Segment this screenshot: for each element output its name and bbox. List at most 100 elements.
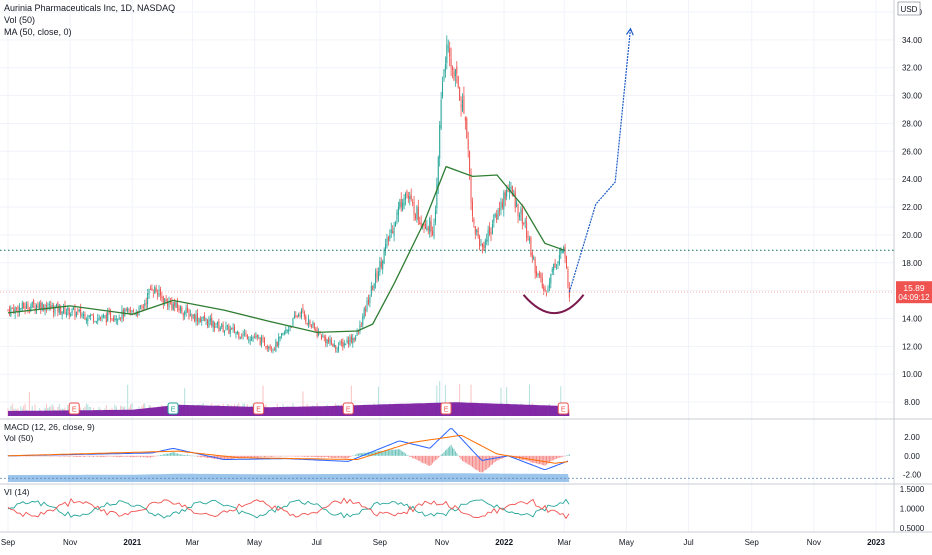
candle-body — [544, 288, 546, 292]
candle-body — [420, 222, 422, 227]
candle-body — [246, 334, 248, 340]
candle-body — [26, 304, 28, 309]
candle-body — [494, 214, 496, 216]
moving-average-line[interactable] — [7, 165, 565, 334]
macd-histogram-bar — [367, 452, 369, 456]
candle-body — [293, 315, 295, 319]
vi-minus-line[interactable] — [7, 497, 570, 520]
macd-volume-label[interactable]: Vol (50) — [4, 433, 33, 443]
time-tick-label: May — [619, 538, 634, 547]
candle-body — [517, 204, 519, 216]
earnings-marker-label: E — [561, 407, 566, 414]
volume-bar — [500, 387, 502, 416]
vi-label[interactable]: VI (14) — [4, 487, 30, 497]
macd-histogram-bar — [380, 450, 382, 456]
cup-arc-drawing[interactable] — [522, 294, 585, 315]
macd-histogram-bar — [362, 453, 364, 456]
macd-histogram-bar — [454, 451, 456, 456]
candle-body — [226, 324, 228, 327]
macd-histogram-bar — [30, 455, 32, 457]
candle-body — [427, 228, 429, 230]
candle-body — [194, 314, 196, 322]
candle-body — [447, 46, 449, 48]
macd-histogram-bar — [261, 455, 263, 457]
candle-body — [149, 289, 151, 290]
earnings-marker[interactable]: E — [342, 402, 354, 415]
macd-histogram-bar — [138, 455, 140, 457]
vi-plus-line[interactable] — [7, 498, 570, 519]
price-axis[interactable]: 8.0010.0012.0014.0016.0018.0020.0022.002… — [902, 8, 923, 407]
earnings-marker[interactable]: E — [167, 402, 179, 415]
earnings-marker[interactable]: E — [440, 402, 452, 415]
macd-histogram-bar — [557, 455, 559, 459]
candle-body — [366, 300, 368, 310]
macd-histogram-bar — [262, 455, 264, 457]
candle-body — [345, 344, 347, 345]
macd-histogram-bar — [252, 455, 254, 457]
macd-histogram-bar — [181, 454, 183, 456]
earnings-marker[interactable]: E — [68, 402, 80, 415]
macd-histogram-bar — [141, 455, 143, 457]
projection-path[interactable] — [568, 28, 632, 293]
candle-body — [491, 224, 493, 235]
candle-body — [114, 318, 116, 320]
time-axis[interactable]: Sep Nov 2021 Mar May Jul Sep Nov 2022 Mar May Jul Se… — [1, 538, 886, 547]
candle-body — [523, 223, 525, 224]
chart-title[interactable]: Aurinia Pharmaceuticals Inc, 1D, NASDAQ — [4, 3, 176, 13]
earnings-marker[interactable]: E — [557, 402, 569, 415]
macd-histogram-bar — [450, 444, 452, 456]
macd-histogram-bar — [389, 449, 391, 456]
earnings-marker[interactable]: E — [253, 402, 265, 415]
macd-histogram-bar — [553, 455, 555, 461]
macd-label[interactable]: MACD (12, 26, close, 9) — [4, 422, 95, 432]
macd-histogram-bar — [412, 455, 414, 459]
candle-body — [466, 118, 468, 138]
macd-histogram-bar — [402, 451, 404, 456]
candle-body — [179, 306, 181, 311]
macd-histogram-bar — [241, 455, 243, 458]
macd-histogram-bar — [195, 455, 197, 457]
candle-body — [385, 244, 387, 250]
candle-body — [328, 338, 330, 342]
candle-body — [474, 226, 476, 234]
candle-body — [97, 318, 99, 322]
macd-histogram-bar — [184, 454, 186, 456]
macd-histogram-bar — [356, 453, 358, 456]
macd-histogram-bar — [295, 455, 297, 457]
macd-histogram-bar — [444, 450, 446, 456]
volume-indicator-label[interactable]: Vol (50) — [4, 15, 36, 25]
time-tick-label: Jul — [683, 538, 693, 547]
volume-bar — [58, 404, 60, 416]
candle-body — [348, 339, 350, 345]
candle-body — [192, 314, 194, 317]
macd-histogram-bar — [403, 452, 405, 456]
macd-histogram-bar — [251, 455, 253, 458]
vi-tick-label: 0.5000 — [900, 524, 925, 533]
candle-body — [283, 332, 285, 335]
macd-histogram-bar — [544, 455, 546, 466]
macd-histogram-bar — [353, 455, 355, 457]
macd-histogram-bar — [396, 449, 398, 456]
candle-body — [504, 191, 506, 200]
vi-tick-label: 1.0000 — [900, 505, 925, 514]
candle-body — [228, 325, 230, 334]
candle-body — [452, 66, 454, 71]
macd-histogram-bar — [379, 450, 381, 456]
currency-badge[interactable] — [897, 1, 921, 16]
ma-indicator-label[interactable]: MA (50, close, 0) — [4, 27, 72, 37]
signal-line[interactable] — [8, 434, 569, 464]
candle-body — [81, 314, 83, 317]
candle-body — [172, 304, 174, 310]
candle-body — [534, 259, 536, 274]
candle-body — [110, 311, 112, 320]
candle-body — [296, 316, 298, 318]
candle-body — [395, 222, 397, 227]
price-tick-label: 30.00 — [902, 92, 923, 101]
candle-body — [74, 308, 76, 317]
candle-body — [397, 206, 399, 215]
candle-body — [538, 273, 540, 276]
candle-body — [204, 315, 206, 321]
candle-body — [278, 336, 280, 346]
candle-body — [224, 330, 226, 333]
macd-histogram-bar — [395, 449, 397, 456]
